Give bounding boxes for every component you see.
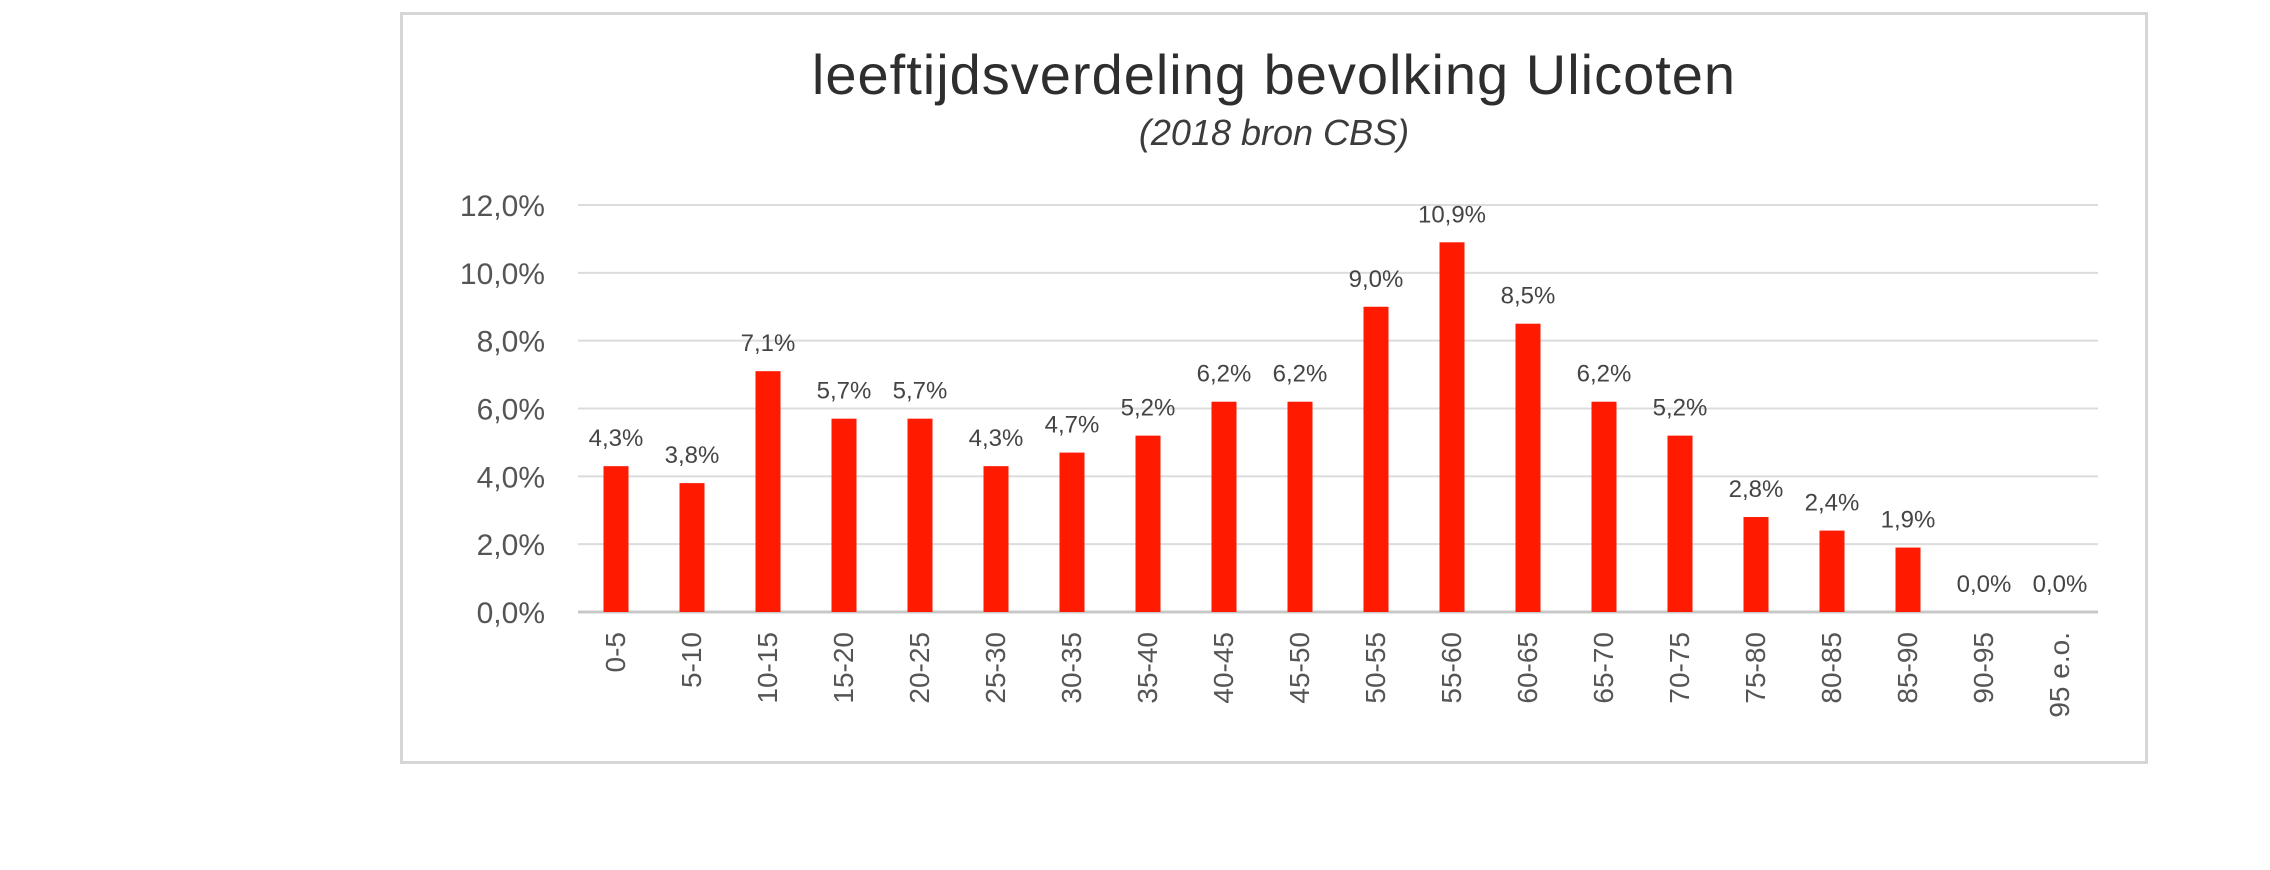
bar-85-90 <box>1895 547 1921 612</box>
x-tick-label: 95 e.o. <box>2044 632 2075 718</box>
data-labels: 4,3% 3,8% 7,1% 5,7% 5,7% 4,3% 4,7% 5,2% 6,2% 6,2%… <box>589 201 2088 598</box>
y-tick-label: 4,0% <box>477 461 545 494</box>
y-tick-label: 10,0% <box>460 258 545 291</box>
bars <box>603 242 1921 612</box>
y-tick-label: 8,0% <box>477 326 545 359</box>
data-label: 6,2% <box>1197 361 1252 388</box>
chart-subtitle: (2018 bron CBS) <box>1138 112 1410 153</box>
data-label: 6,2% <box>1273 361 1328 388</box>
data-label: 10,9% <box>1418 201 1486 228</box>
x-tick-label: 30-35 <box>1056 632 1087 704</box>
x-tick-label: 45-50 <box>1284 632 1315 704</box>
y-axis: 0,0% 2,0% 4,0% 6,0% 8,0% 10,0% 12,0% <box>460 190 545 630</box>
y-tick-label: 6,0% <box>477 394 545 427</box>
data-label: 3,8% <box>665 442 720 469</box>
data-label: 9,0% <box>1349 266 1404 293</box>
chart-frame <box>400 12 2148 764</box>
bar-75-80 <box>1743 517 1769 612</box>
data-label: 5,2% <box>1121 395 1176 422</box>
x-tick-label: 5-10 <box>676 632 707 688</box>
data-label: 0,0% <box>2033 571 2088 598</box>
data-label: 5,2% <box>1653 395 1708 422</box>
x-tick-label: 50-55 <box>1360 632 1391 704</box>
data-label: 2,8% <box>1729 476 1784 503</box>
bar-30-35 <box>1059 452 1085 612</box>
bar-50-55 <box>1363 306 1389 612</box>
x-tick-label: 10-15 <box>752 632 783 704</box>
x-tick-label: 85-90 <box>1892 632 1923 704</box>
data-label: 6,2% <box>1577 361 1632 388</box>
x-tick-label: 60-65 <box>1512 632 1543 704</box>
bar-10-15 <box>755 371 781 612</box>
bar-65-70 <box>1591 401 1617 612</box>
y-tick-label: 2,0% <box>477 529 545 562</box>
data-label: 1,9% <box>1881 507 1936 534</box>
x-tick-label: 40-45 <box>1208 632 1239 704</box>
bar-20-25 <box>907 418 933 612</box>
data-label: 8,5% <box>1501 283 1556 310</box>
bar-5-10 <box>679 483 705 612</box>
x-tick-label: 15-20 <box>828 632 859 704</box>
x-tick-label: 80-85 <box>1816 632 1847 704</box>
y-tick-label: 12,0% <box>460 190 545 223</box>
x-axis: 0-5 5-10 10-15 15-20 20-25 25-30 30-35 35-40 40-… <box>600 632 2075 718</box>
x-tick-label: 90-95 <box>1968 632 1999 704</box>
data-label: 5,7% <box>893 378 948 405</box>
x-tick-label: 70-75 <box>1664 632 1695 704</box>
x-tick-label: 20-25 <box>904 632 935 704</box>
bar-15-20 <box>831 418 857 612</box>
bar-60-65 <box>1515 323 1541 612</box>
data-label: 4,3% <box>589 425 644 452</box>
bar-45-50 <box>1287 401 1313 612</box>
data-label: 7,1% <box>741 330 796 357</box>
x-tick-label: 65-70 <box>1588 632 1619 704</box>
x-tick-label: 75-80 <box>1740 632 1771 704</box>
bar-70-75 <box>1667 435 1693 612</box>
x-tick-label: 0-5 <box>600 632 631 672</box>
bar-80-85 <box>1819 530 1845 612</box>
x-tick-label: 55-60 <box>1436 632 1467 704</box>
x-tick-label: 35-40 <box>1132 632 1163 704</box>
data-label: 5,7% <box>817 378 872 405</box>
data-label: 2,4% <box>1805 490 1860 517</box>
chart-title: leeftijdsverdeling bevolking Ulicoten <box>811 43 1737 106</box>
data-label: 4,3% <box>969 425 1024 452</box>
gridlines <box>578 204 2098 614</box>
bar-40-45 <box>1211 401 1237 612</box>
bar-35-40 <box>1135 435 1161 612</box>
data-label: 0,0% <box>1957 571 2012 598</box>
x-tick-label: 25-30 <box>980 632 1011 704</box>
bar-0-5 <box>603 466 629 612</box>
data-label: 4,7% <box>1045 412 1100 439</box>
y-tick-label: 0,0% <box>477 597 545 630</box>
bar-55-60 <box>1439 242 1465 612</box>
bar-25-30 <box>983 466 1009 612</box>
